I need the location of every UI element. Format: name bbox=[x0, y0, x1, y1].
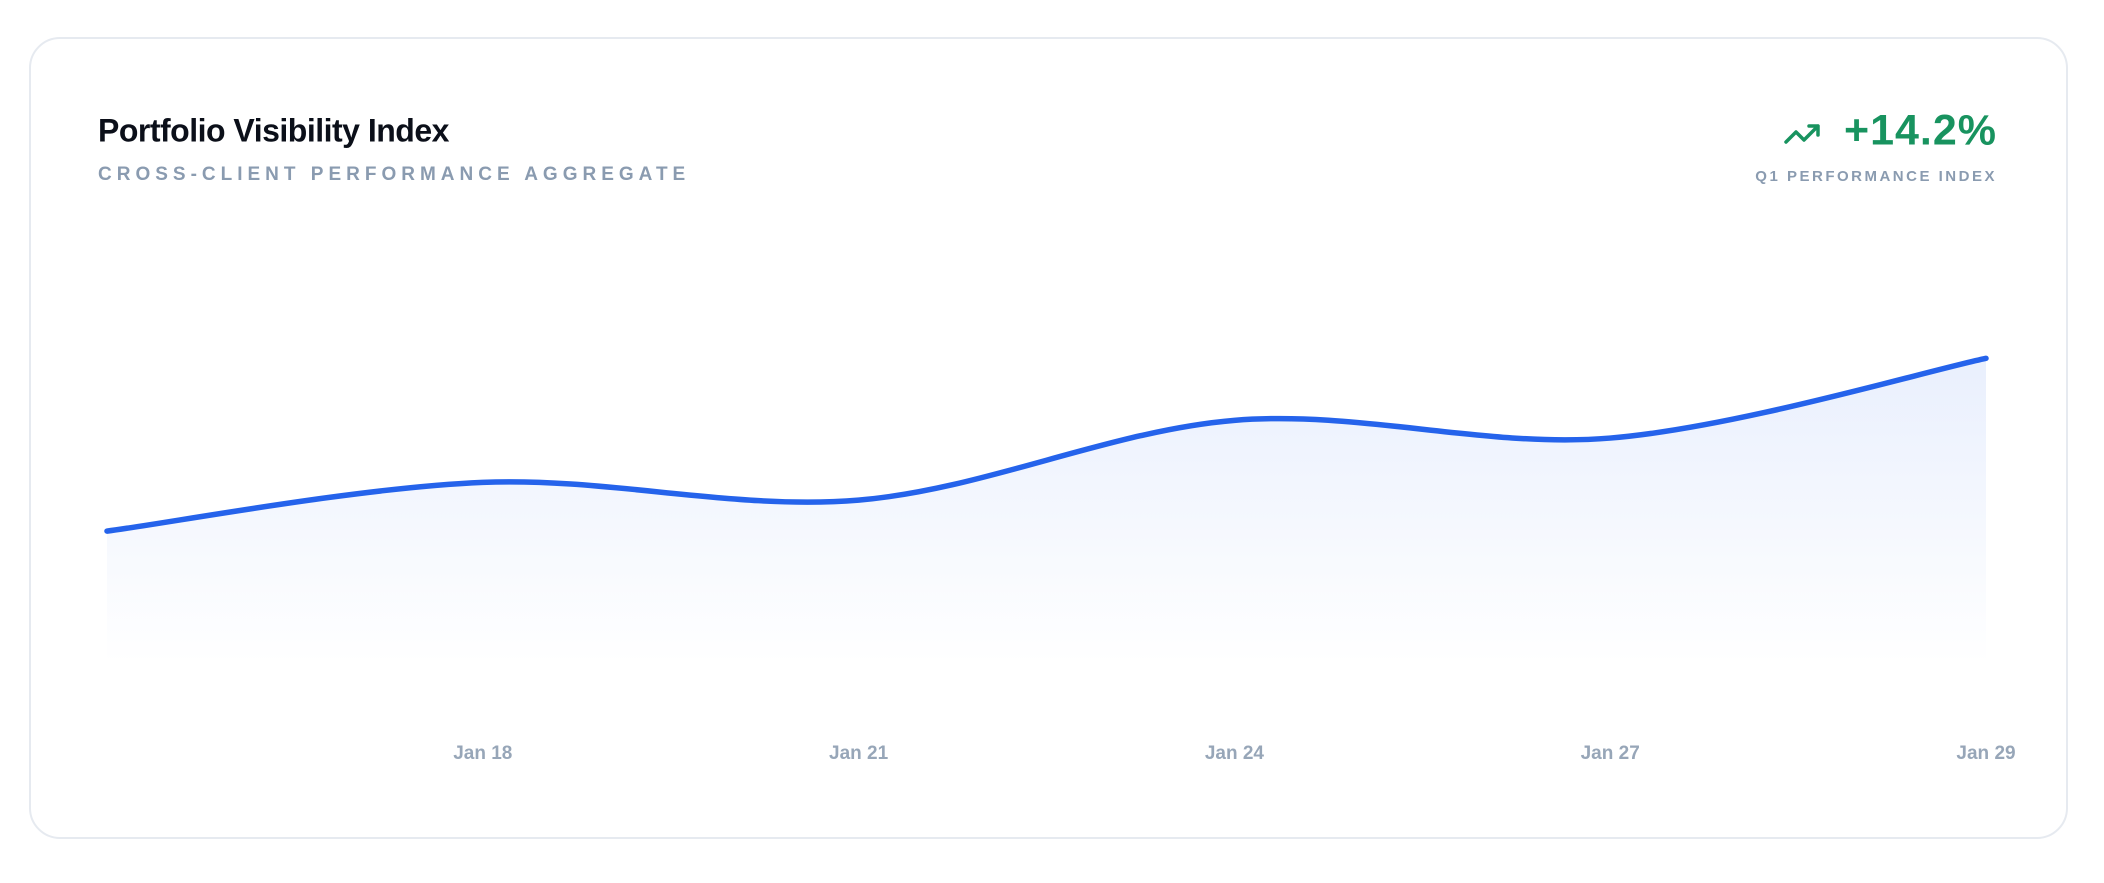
x-tick-label: Jan 27 bbox=[1581, 743, 1640, 764]
line bbox=[104, 355, 1989, 534]
trend-icon bbox=[1784, 124, 1820, 144]
chart-subtitle: CROSS-CLIENT PERFORMANCE AGGREGATE bbox=[98, 164, 690, 185]
kpi-value: +14.2% bbox=[1844, 106, 1997, 154]
x-tick-label: Jan 29 bbox=[1956, 743, 2015, 764]
area bbox=[107, 358, 1986, 664]
x-tick-label: Jan 21 bbox=[829, 743, 889, 764]
x-tick-label: Jan 24 bbox=[1205, 743, 1265, 764]
kpi-label: Q1 PERFORMANCE INDEX bbox=[1755, 168, 1997, 185]
chart-title: Portfolio Visibility Index bbox=[98, 112, 450, 148]
x-tick-label: Jan 18 bbox=[453, 743, 512, 764]
